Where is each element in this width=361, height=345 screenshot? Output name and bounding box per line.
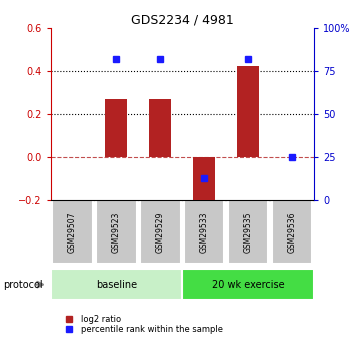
Bar [105, 99, 127, 157]
Bar [140, 200, 180, 264]
Bar [149, 99, 171, 157]
Bar [237, 66, 259, 157]
Bar [193, 157, 215, 204]
Bar [51, 269, 182, 300]
Legend: log2 ratio, percentile rank within the sample: log2 ratio, percentile rank within the s… [58, 311, 226, 337]
Bar [184, 200, 225, 264]
Text: GSM29535: GSM29535 [244, 211, 253, 253]
Text: GSM29536: GSM29536 [288, 211, 297, 253]
Text: protocol: protocol [4, 280, 43, 289]
Text: GSM29529: GSM29529 [156, 211, 165, 253]
Text: GSM29523: GSM29523 [112, 211, 121, 253]
Bar [96, 200, 136, 264]
Bar [228, 200, 268, 264]
Text: GSM29533: GSM29533 [200, 211, 209, 253]
Bar [182, 269, 314, 300]
Bar [52, 200, 93, 264]
Title: GDS2234 / 4981: GDS2234 / 4981 [131, 13, 234, 27]
Text: GSM29507: GSM29507 [68, 211, 77, 253]
Bar [272, 200, 312, 264]
Text: 20 wk exercise: 20 wk exercise [212, 280, 284, 289]
Text: baseline: baseline [96, 280, 137, 289]
